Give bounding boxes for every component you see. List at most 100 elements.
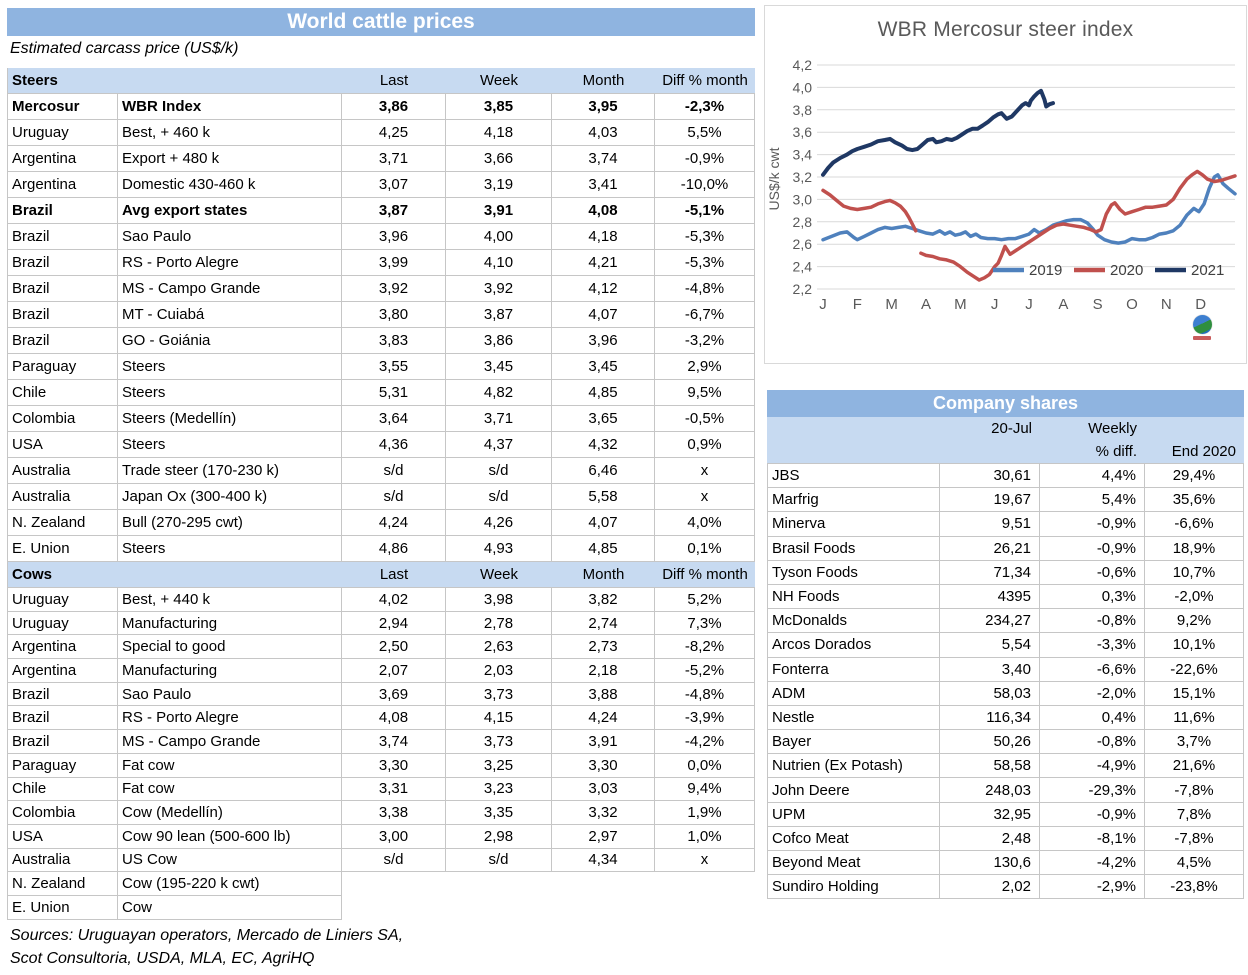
end-2020-cell: -22,6% [1145,657,1244,682]
company-name-cell: Sundiro Holding [767,875,940,900]
country-cell: Colombia [7,801,118,825]
last-value: 3,80 [342,302,446,328]
company-row: John Deere 248,03 -29,3% -7,8% [767,778,1244,803]
cattle-row: Colombia Steers (Medellín) 3,64 3,71 3,65 -0,… [7,406,755,432]
item-cell: Steers [118,380,342,406]
company-name-cell: Minerva [767,512,940,537]
country-cell: Argentina [7,172,118,198]
end-2020-cell: 7,8% [1145,802,1244,827]
empty-cell [552,896,655,920]
item-cell: Cow [118,895,342,920]
steer-index-line-chart: 4,2 4,0 3,8 3,6 3,4 3,2 3,0 2,8 2,6 2,4 2,2 J F M A M J J… [766,57,1237,313]
cattle-row: Argentina Domestic 430-460 k 3,07 3,19 3,41-… [7,172,755,198]
month-value: 4,85 [552,380,655,406]
share-price-cell: 58,58 [940,754,1040,779]
month-value: 3,03 [552,777,655,802]
x-tick-label: M [954,296,967,313]
weekly-diff-column-header: % diff. [1095,443,1137,460]
country-cell: Brazil [7,302,118,328]
y-tick-label: 2,8 [793,214,813,230]
column-header: Week [446,68,552,94]
company-row: ADM 58,03 -2,0% 15,1% [767,681,1244,706]
month-value: 4,34 [552,848,655,873]
cattle-row: Uruguay Best, + 460 k 4,25 4,18 4,03 5,5% [7,120,755,146]
spacer [940,440,1040,463]
item-cell: Steers [118,432,342,458]
last-value: 3,86 [342,94,446,120]
country-cell: Australia [7,848,118,873]
end-2020-cell: 10,7% [1145,560,1244,585]
sources-note: Sources: Uruguayan operators, Mercado de… [10,924,403,970]
company-shares-subheader: 20-Jul Weekly % diff. End 2020 [767,417,1244,464]
week-value: 2,03 [446,659,552,683]
end-2020-cell: 35,6% [1145,488,1244,513]
month-value: 5,58 [552,484,655,510]
month-value: 4,07 [552,302,655,328]
company-shares-panel: Company shares 20-Jul Weekly % diff. End… [767,390,1244,900]
weekly-diff-cell: -4,2% [1040,851,1145,876]
country-cell: Chile [7,380,118,406]
country-cell: Australia [7,484,118,510]
item-cell: Steers (Medellín) [118,406,342,432]
y-tick-label: 4,2 [793,57,813,73]
item-cell: Domestic 430-460 k [118,172,342,198]
series-2020 [919,169,1237,282]
share-price-cell: 130,6 [940,851,1040,876]
week-value: 3,35 [446,801,552,825]
week-value: 2,78 [446,611,552,636]
empty-cell [655,872,755,896]
diff-value: -0,9% [655,146,755,172]
end-2020-cell: 9,2% [1145,609,1244,634]
company-row: Nestle 116,34 0,4% 11,6% [767,705,1244,731]
company-row: Cofco Meat 2,48 -8,1% -7,8% [767,826,1244,851]
cattle-row: E. Union Cow [7,895,755,920]
last-value: 2,50 [342,635,446,660]
company-name-cell: Arcos Dorados [767,633,940,658]
country-cell: Brazil [7,276,118,302]
country-cell: Brazil [7,224,118,250]
company-name-cell: JBS [767,464,940,489]
week-value: 4,18 [446,120,552,146]
last-value: 4,24 [342,510,446,536]
last-value: s/d [342,484,446,510]
share-price-cell: 2,02 [940,875,1040,900]
diff-value: 0,9% [655,432,755,458]
diff-value: 9,4% [655,777,755,802]
end-2020-cell: -2,0% [1145,584,1244,610]
cattle-title-text: World cattle prices [287,10,475,33]
series-2019 [821,173,1237,245]
company-name-cell: Cofco Meat [767,826,940,851]
cattle-row: Colombia Cow (Medellín) 3,38 3,35 3,32 1,9% [7,801,755,825]
end-2020-cell: 10,1% [1145,633,1244,658]
cattle-row: Paraguay Steers 3,55 3,45 3,45 2,9% [7,354,755,380]
last-value: 3,83 [342,328,446,354]
weekly-diff-cell: -3,3% [1040,633,1145,658]
share-price-cell: 116,34 [940,705,1040,731]
series-2020 [821,188,918,233]
diff-value: -5,1% [655,198,755,224]
month-value: 3,74 [552,146,655,172]
country-cell: Uruguay [7,588,118,612]
weekly-diff-cell: 0,4% [1040,705,1145,731]
end-2020-cell: -7,8% [1145,778,1244,803]
last-value: 3,74 [342,730,446,754]
week-value: s/d [446,484,552,510]
item-cell: Bull (270-295 cwt) [118,510,342,536]
week-value: 4,26 [446,510,552,536]
item-cell: Best, + 440 k [118,588,342,612]
diff-value: 1,9% [655,801,755,825]
company-name-cell: Tyson Foods [767,560,940,585]
item-cell: Sao Paulo [118,682,342,707]
cattle-row: N. Zealand Bull (270-295 cwt) 4,24 4,26 4,07… [7,510,755,536]
last-value: 4,36 [342,432,446,458]
company-row: NH Foods 4395 0,3% -2,0% [767,584,1244,610]
month-value: 3,88 [552,682,655,707]
diff-value: 0,0% [655,753,755,778]
company-row: Nutrien (Ex Potash) 58,58 -4,9% 21,6% [767,754,1244,779]
company-name-cell: Brasil Foods [767,536,940,561]
section-label: Cows [7,562,342,588]
last-value: 3,64 [342,406,446,432]
cattle-row: Uruguay Manufacturing 2,94 2,78 2,74 7,3% [7,611,755,636]
diff-value: -0,5% [655,406,755,432]
column-header: Month [552,562,655,588]
